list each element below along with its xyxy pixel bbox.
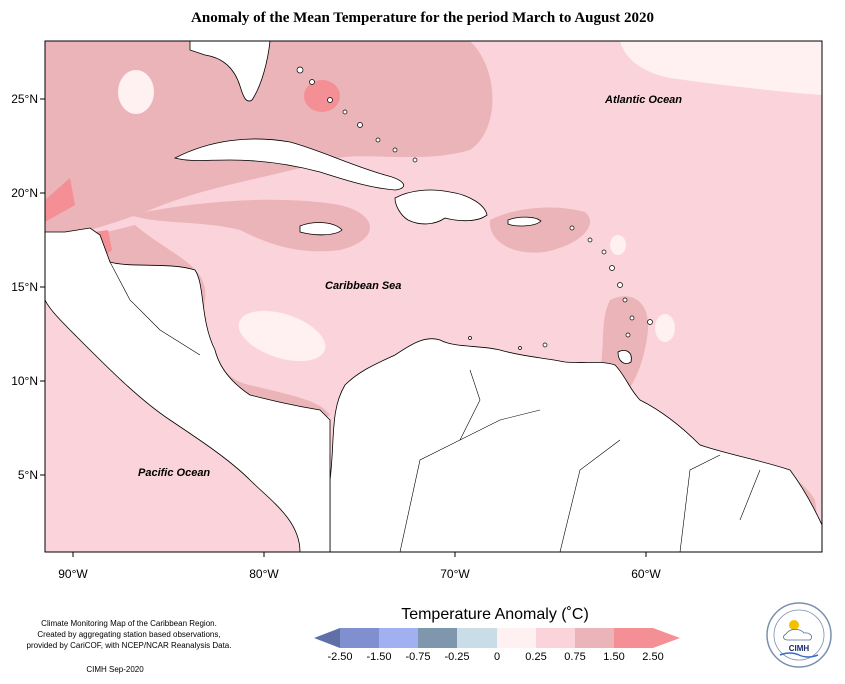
x-tick-label: 80°W [249, 567, 279, 581]
land-masses [45, 41, 822, 552]
credits-line-2: Created by aggregating station based obs… [37, 630, 221, 639]
label-atlantic: Atlantic Ocean [604, 94, 682, 106]
legend-swatch-b7 [536, 628, 575, 648]
map-frame [44, 40, 823, 553]
x-tick-label: 70°W [440, 567, 470, 581]
land-cuba [173, 138, 405, 191]
legend-break-label: -1.50 [366, 651, 391, 663]
logo-text: CIMH [789, 644, 810, 653]
anomaly-pale-atlantic [620, 41, 822, 95]
axis-ticks: 90°W 80°W 70°W 60°W 25°N 20°N 15°N 10°N 5°N [11, 92, 661, 581]
x-tick-label: 90°W [58, 567, 88, 581]
legend-break-label: 0 [494, 651, 500, 663]
legend-colorbar: -2.50 -1.50 -0.75 -0.25 0 0.25 0.75 1.50 2.50 [314, 628, 680, 663]
cloud-icon [783, 628, 812, 641]
legend-swatch-b9 [614, 628, 653, 648]
land-jamaica [299, 222, 343, 236]
label-pacific: Pacific Ocean [138, 467, 210, 479]
legend-swatch-b2 [340, 628, 379, 648]
anomaly-pale-spot [118, 70, 154, 114]
legend-break-label: -2.50 [327, 651, 352, 663]
cimh-logo: CIMH [766, 602, 832, 668]
legend-title: Temperature Anomaly (˚C) [401, 606, 589, 623]
legend-swatch-b9-arrow [653, 628, 680, 648]
land-south-america [329, 338, 822, 552]
legend-swatch-b1 [314, 628, 340, 648]
map-title: Anomaly of the Mean Temperature for the … [191, 10, 654, 26]
sun-icon [789, 620, 799, 630]
anomaly-field [45, 41, 822, 552]
anomaly-pale-antilles [655, 314, 675, 342]
x-tick-label: 60°W [631, 567, 661, 581]
legend-break-label: 0.75 [564, 651, 585, 663]
land-central-america [45, 227, 331, 552]
land-hispaniola [394, 189, 488, 225]
credits-line-1: Climate Monitoring Map of the Caribbean … [41, 619, 217, 628]
y-tick-label: 5°N [18, 468, 38, 482]
anomaly-warm-jamaica [130, 199, 370, 252]
anomaly-hot-bahamas [304, 80, 340, 112]
y-tick-label: 25°N [11, 92, 38, 106]
anomaly-pale-caribbean [238, 310, 326, 362]
credits-line-3: provided by CariCOF, with NCEP/NCAR Rean… [26, 641, 232, 650]
anomaly-hot-yucatan [45, 178, 75, 222]
anomaly-pale-antilles-north [610, 235, 626, 255]
legend-break-label: -0.75 [405, 651, 430, 663]
land-trinidad [617, 350, 632, 364]
label-caribbean: Caribbean Sea [325, 280, 401, 292]
land-puerto-rico [507, 216, 542, 227]
legend-break-label: 2.50 [642, 651, 663, 663]
legend-swatch-b5 [457, 628, 497, 648]
small-islands [296, 66, 653, 350]
legend-swatch-b3 [379, 628, 418, 648]
legend-break-label: 0.25 [525, 651, 546, 663]
legend-swatch-b8 [575, 628, 614, 648]
y-tick-label: 15°N [11, 280, 38, 294]
legend-break-label: 1.50 [603, 651, 624, 663]
legend-swatch-b4 [418, 628, 457, 648]
y-tick-label: 10°N [11, 374, 38, 388]
legend-swatch-b6 [497, 628, 536, 648]
land-florida [189, 41, 271, 102]
credits-footer: CIMH Sep-2020 [86, 665, 144, 674]
country-borders [109, 261, 761, 552]
legend-break-label: -0.25 [444, 651, 469, 663]
y-tick-label: 20°N [11, 186, 38, 200]
